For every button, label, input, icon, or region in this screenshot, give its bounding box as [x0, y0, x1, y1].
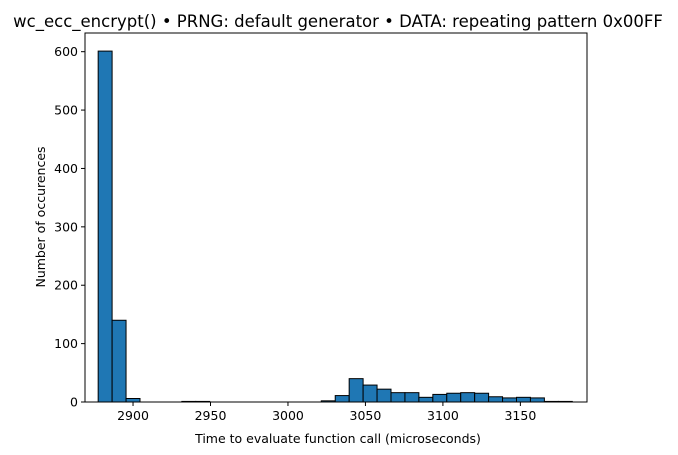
- histogram-bar: [97, 50, 113, 403]
- x-axis-label: Time to evaluate function call (microsec…: [194, 431, 481, 446]
- y-tick-label: 300: [54, 219, 78, 234]
- x-tick-label: 2950: [195, 408, 227, 423]
- histogram-bar: [488, 396, 504, 403]
- histogram-bar: [348, 378, 364, 403]
- plot-area-frame: [84, 32, 588, 403]
- histogram-bar: [446, 392, 462, 403]
- x-tick-label: 3050: [350, 408, 382, 423]
- y-tick-label: 400: [54, 161, 78, 176]
- y-tick-label: 600: [54, 44, 78, 59]
- histogram-bar: [404, 392, 420, 403]
- y-tick-label: 200: [54, 278, 78, 293]
- histogram-bar: [502, 397, 517, 403]
- histogram-bar: [418, 396, 434, 403]
- histogram-bar: [111, 319, 127, 403]
- x-tick-label: 3150: [504, 408, 536, 423]
- histogram-bar: [334, 395, 350, 403]
- y-tick-label: 0: [70, 395, 78, 410]
- histogram-bar: [529, 397, 545, 403]
- histogram-bar: [432, 393, 448, 403]
- y-tick-label: 500: [54, 103, 78, 118]
- x-tick-label: 3000: [272, 408, 304, 423]
- histogram-bar: [460, 392, 476, 403]
- x-tick-label: 3100: [427, 408, 459, 423]
- histogram-bar: [516, 396, 531, 403]
- histogram-bar: [376, 388, 392, 403]
- chart-title: wc_ecc_encrypt() • PRNG: default generat…: [13, 12, 663, 32]
- histogram-bar: [390, 392, 406, 403]
- x-axis-ticks: 2900 2950 3000 3050 3100 3150: [117, 402, 536, 423]
- y-tick-label: 100: [54, 336, 78, 351]
- histogram-bar: [125, 398, 141, 403]
- y-axis-ticks: 0 100 200 300 400 500 600: [54, 44, 85, 410]
- histogram-bars: [97, 50, 573, 403]
- histogram-bar: [362, 384, 378, 403]
- x-tick-label: 2900: [117, 408, 149, 423]
- y-axis-label: Number of occurences: [33, 146, 48, 287]
- histogram-bar: [474, 392, 490, 403]
